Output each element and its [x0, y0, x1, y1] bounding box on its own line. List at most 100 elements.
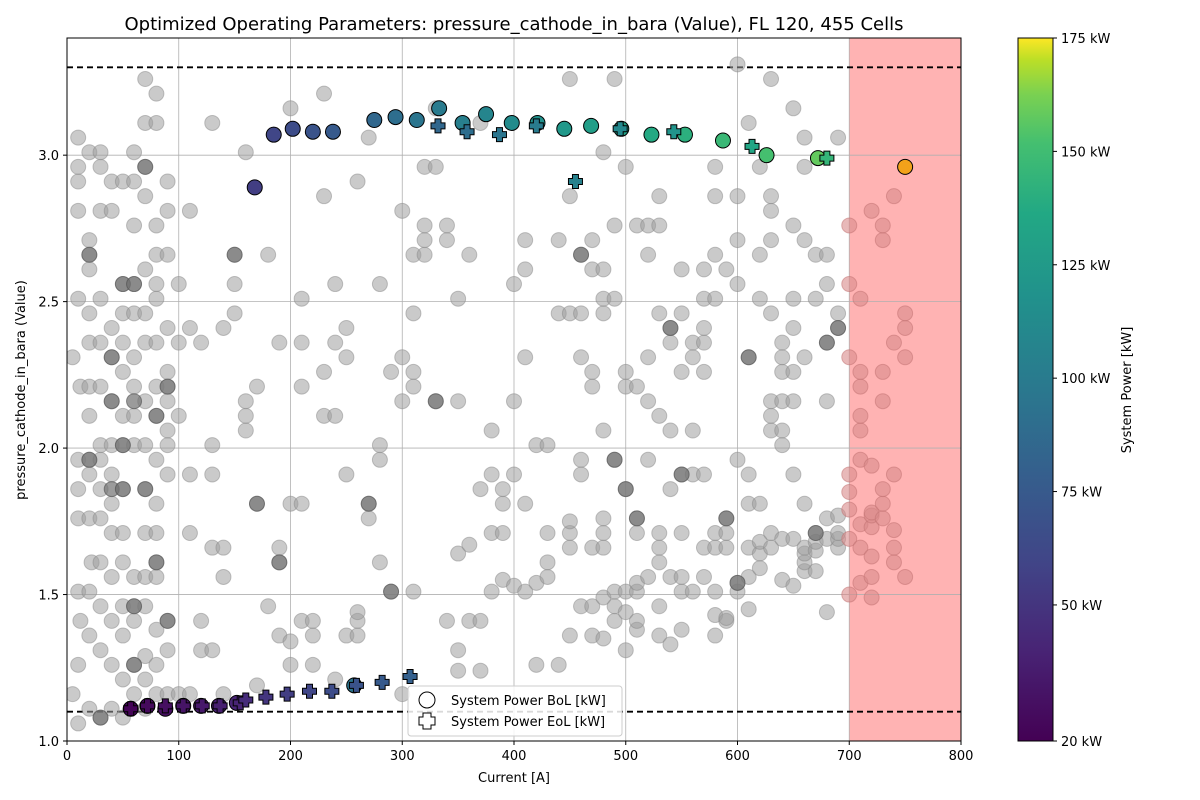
background-point — [707, 158, 724, 175]
background-point — [874, 481, 891, 498]
background-point-dark — [114, 437, 131, 454]
eol-point — [402, 669, 418, 685]
background-point — [92, 158, 109, 175]
background-point — [282, 633, 299, 650]
background-point-dark — [114, 481, 131, 498]
background-point — [707, 290, 724, 307]
background-point — [483, 422, 500, 439]
background-point — [148, 621, 165, 638]
background-point — [751, 290, 768, 307]
background-point — [841, 530, 858, 547]
background-point — [304, 627, 321, 644]
background-point — [193, 612, 210, 629]
background-point — [595, 305, 612, 322]
background-point — [248, 378, 265, 395]
background-point — [852, 363, 869, 380]
background-point — [651, 305, 668, 322]
background-point — [874, 393, 891, 410]
bol-point — [408, 112, 425, 129]
background-point — [92, 144, 109, 161]
background-point — [103, 495, 120, 512]
background-point — [740, 601, 757, 618]
background-point — [729, 188, 746, 205]
background-point — [483, 583, 500, 600]
background-point-dark — [383, 583, 400, 600]
reference-lines-layer — [67, 66, 961, 713]
bol-point — [583, 117, 600, 134]
series-layer — [122, 100, 914, 717]
background-point-dark — [103, 393, 120, 410]
background-point — [673, 363, 690, 380]
background-point — [796, 158, 813, 175]
background-point — [72, 612, 89, 629]
background-point — [595, 261, 612, 278]
background-point — [472, 662, 489, 679]
background-point — [137, 188, 154, 205]
background-point — [260, 598, 277, 615]
background-point — [539, 437, 556, 454]
background-point — [684, 583, 701, 600]
background-point — [148, 656, 165, 673]
background-point — [863, 457, 880, 474]
background-point — [584, 378, 601, 395]
background-point — [349, 173, 366, 190]
background-point — [338, 319, 355, 336]
background-point-dark — [126, 393, 143, 410]
background-point — [304, 612, 321, 629]
background-point — [785, 577, 802, 594]
background-point — [494, 481, 511, 498]
background-point — [718, 525, 735, 542]
background-point — [595, 422, 612, 439]
background-point — [450, 545, 467, 562]
background-point — [67, 686, 81, 703]
background-point-dark — [673, 466, 690, 483]
background-point — [517, 583, 534, 600]
background-point — [450, 393, 467, 410]
background-point — [841, 484, 858, 501]
background-point — [651, 217, 668, 234]
eol-point — [459, 124, 475, 140]
background-point — [293, 290, 310, 307]
background-point — [371, 451, 388, 468]
bol-point — [643, 126, 660, 143]
background-point — [327, 407, 344, 424]
background-point — [506, 276, 522, 293]
colorbar-tick-label: 150 kW — [1061, 145, 1110, 160]
background-point — [405, 378, 422, 395]
background-point — [70, 173, 87, 190]
background-point-dark — [740, 349, 757, 366]
background-point — [606, 71, 623, 88]
eol-point — [491, 127, 507, 143]
background-point — [673, 261, 690, 278]
background-point — [818, 604, 835, 621]
background-point — [874, 495, 891, 512]
background-point — [360, 129, 377, 146]
background-point — [81, 305, 98, 322]
background-point — [774, 334, 791, 351]
background-point — [617, 363, 634, 380]
background-point — [707, 583, 724, 600]
background-point — [494, 525, 511, 542]
background-point — [472, 612, 489, 629]
background-point — [651, 188, 668, 205]
background-point — [640, 393, 657, 410]
background-point — [282, 656, 299, 673]
background-point — [852, 378, 869, 395]
eol-point — [324, 683, 340, 699]
bol-point — [503, 114, 520, 131]
background-point — [70, 202, 87, 219]
legend-frame — [407, 685, 623, 737]
background-point — [237, 144, 254, 161]
x-axis-ticks: 0 100 200 300 400 500 600 700 800 — [63, 741, 973, 764]
eol-point — [123, 701, 139, 717]
background-point — [338, 349, 355, 366]
legend-label-bol: System Power BoL [kW] — [451, 694, 606, 709]
background-point — [573, 466, 590, 483]
background-point — [595, 630, 612, 647]
background-point — [595, 525, 612, 542]
background-point — [640, 568, 657, 585]
background-point — [170, 334, 187, 351]
background-point — [729, 56, 746, 73]
background-point — [863, 548, 880, 565]
